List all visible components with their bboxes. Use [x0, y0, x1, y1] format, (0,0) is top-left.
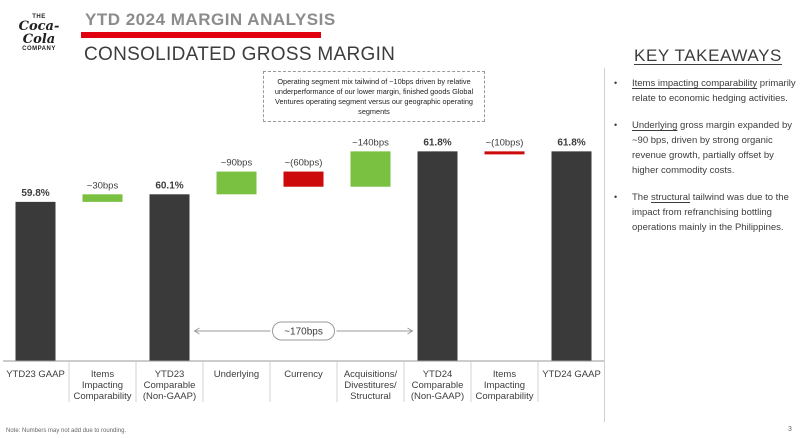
bracket-label: ~170bps [284, 327, 323, 338]
waterfall-bar [149, 194, 190, 361]
takeaway-item: • Items impacting comparability primarily… [614, 76, 796, 106]
x-tick-label: Currency [284, 369, 323, 380]
chart-title: CONSOLIDATED GROSS MARGIN [84, 44, 396, 65]
bullet-icon: • [614, 78, 618, 88]
x-tick-label: Comparable [144, 380, 196, 391]
bar-value-label: 60.1% [155, 180, 183, 191]
bullet-icon: • [614, 192, 618, 202]
waterfall-bar [484, 151, 525, 155]
coca-cola-logo: THE Coca-Cola COMPANY [6, 14, 72, 52]
bar-value-label: ~(60bps) [285, 158, 323, 169]
x-tick-label: Structural [350, 391, 391, 402]
takeaways-list: • Items impacting comparability primarily… [614, 76, 796, 247]
waterfall-bar [551, 151, 592, 361]
key-takeaways-title: KEY TAKEAWAYS [634, 46, 782, 65]
x-tick-label: Items [91, 369, 114, 380]
x-tick-label: Comparability [475, 391, 533, 402]
waterfall-bar [350, 151, 391, 187]
bracket-arrow-right-icon [407, 327, 414, 335]
waterfall-bar [417, 151, 458, 361]
x-tick-label: Comparability [73, 391, 131, 402]
x-tick-label: Impacting [484, 380, 525, 391]
waterfall-chart: 59.8% ~30bps 60.1% ~90bps ~(60bps) ~140bps 61.… [3, 137, 604, 402]
takeaway-prefix: The [632, 192, 652, 203]
bar-value-label: ~140bps [352, 137, 389, 148]
bar-value-label: ~30bps [87, 180, 119, 191]
takeaway-underlined: Items impacting comparability [632, 78, 758, 89]
bullet-icon: • [614, 120, 618, 130]
rounding-footnote: Note: Numbers may not add due to roundin… [6, 428, 127, 434]
x-tick-label: YTD24 GAAP [542, 369, 601, 380]
waterfall-bar [216, 171, 257, 195]
logo-script: Coca-Cola [18, 19, 60, 47]
x-tick-label: Items [493, 369, 516, 380]
logo-company: COMPANY [22, 46, 56, 52]
takeaway-item: • Underlying gross margin expanded by ~90… [614, 118, 796, 178]
takeaway-text: gross margin expanded by ~90 bps, driven… [632, 120, 793, 176]
bar-value-label: 61.8% [423, 137, 451, 148]
x-tick-label: Acquisitions/ [344, 369, 398, 380]
x-tick-label: YTD24 [423, 369, 453, 380]
bracket-pill [272, 321, 335, 341]
x-tick-label: Underlying [214, 369, 259, 380]
x-tick-label: Comparable [412, 380, 464, 391]
bar-value-label: 59.8% [21, 188, 49, 199]
x-tick-label: YTD23 [155, 369, 185, 380]
header-accent-bar [81, 32, 321, 38]
waterfall-bar [283, 171, 324, 187]
panel-divider [604, 68, 605, 422]
x-tick-label: YTD23 GAAP [6, 369, 65, 380]
waterfall-bar [15, 201, 56, 361]
x-tick-label: Impacting [82, 380, 123, 391]
segment-mix-callout: Operating segment mix tailwind of ~10bps… [263, 71, 485, 122]
takeaway-underlined: structural [651, 192, 691, 203]
bar-value-label: ~(10bps) [486, 137, 524, 148]
takeaway-text: primarily relate to economic hedging act… [632, 78, 796, 104]
logo-the: THE [32, 14, 46, 20]
takeaway-item: • The structural tailwind was due to the … [614, 190, 796, 235]
x-tick-label: (Non-GAAP) [143, 391, 196, 402]
waterfall-bar [82, 194, 123, 202]
bar-value-label: ~90bps [221, 158, 253, 169]
x-tick-label: Divestitures/ [344, 380, 397, 391]
takeaway-text: tailwind was due to the impact from refr… [632, 192, 789, 233]
slide-header-title: YTD 2024 MARGIN ANALYSIS [85, 10, 336, 29]
page-number: 3 [788, 426, 792, 433]
bar-value-label: 61.8% [557, 137, 585, 148]
takeaway-underlined: Underlying [632, 120, 678, 131]
bracket-arrow-left-icon [193, 327, 200, 335]
x-tick-label: (Non-GAAP) [411, 391, 464, 402]
